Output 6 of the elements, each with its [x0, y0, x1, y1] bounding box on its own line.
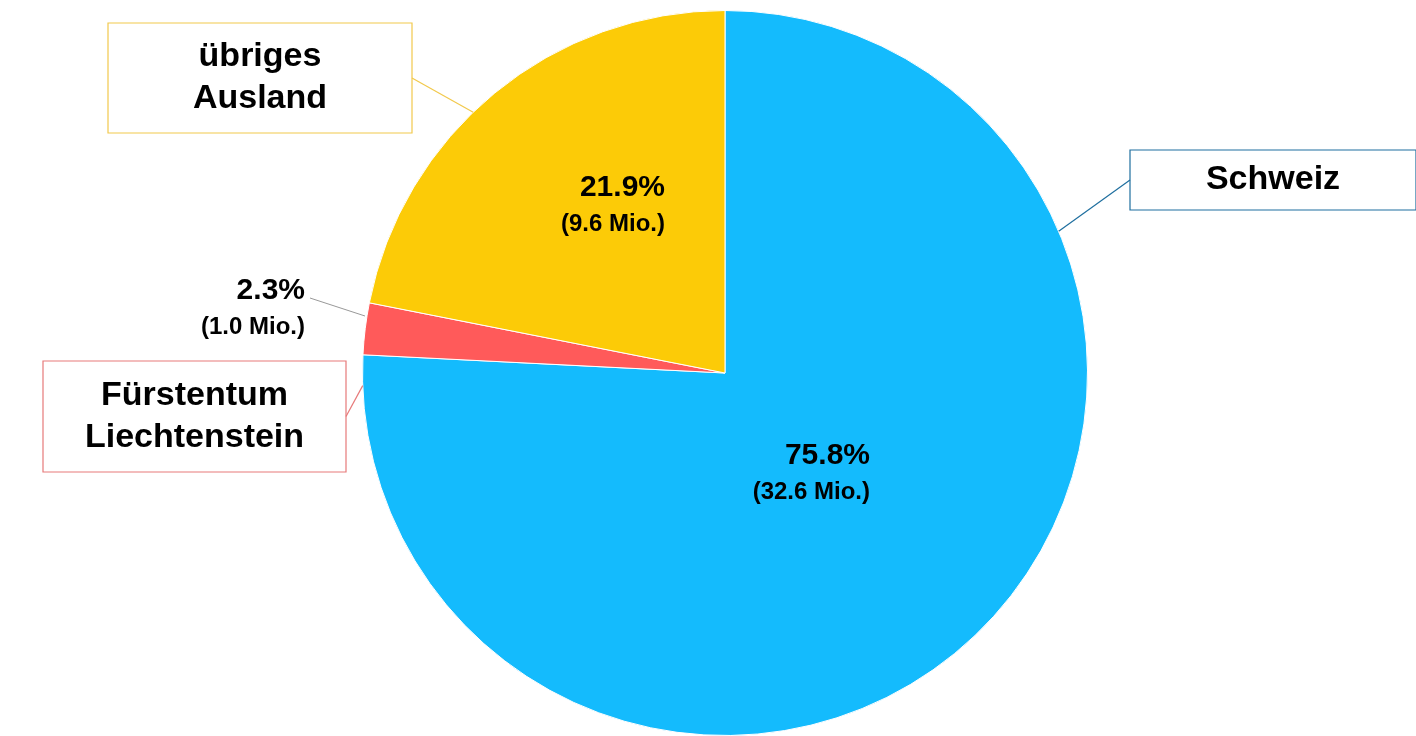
- slice-label: Fürstentum Liechtenstein: [84, 373, 305, 454]
- data-label: 2.3% (1.0 Mio.): [200, 272, 305, 339]
- slice-label: Schweiz: [1205, 158, 1341, 197]
- data-label: 75.8% (32.6 Mio.): [752, 437, 870, 504]
- slice-label: übriges Ausland: [192, 35, 328, 116]
- data-label: 21.9% (9.6 Mio.): [560, 169, 665, 236]
